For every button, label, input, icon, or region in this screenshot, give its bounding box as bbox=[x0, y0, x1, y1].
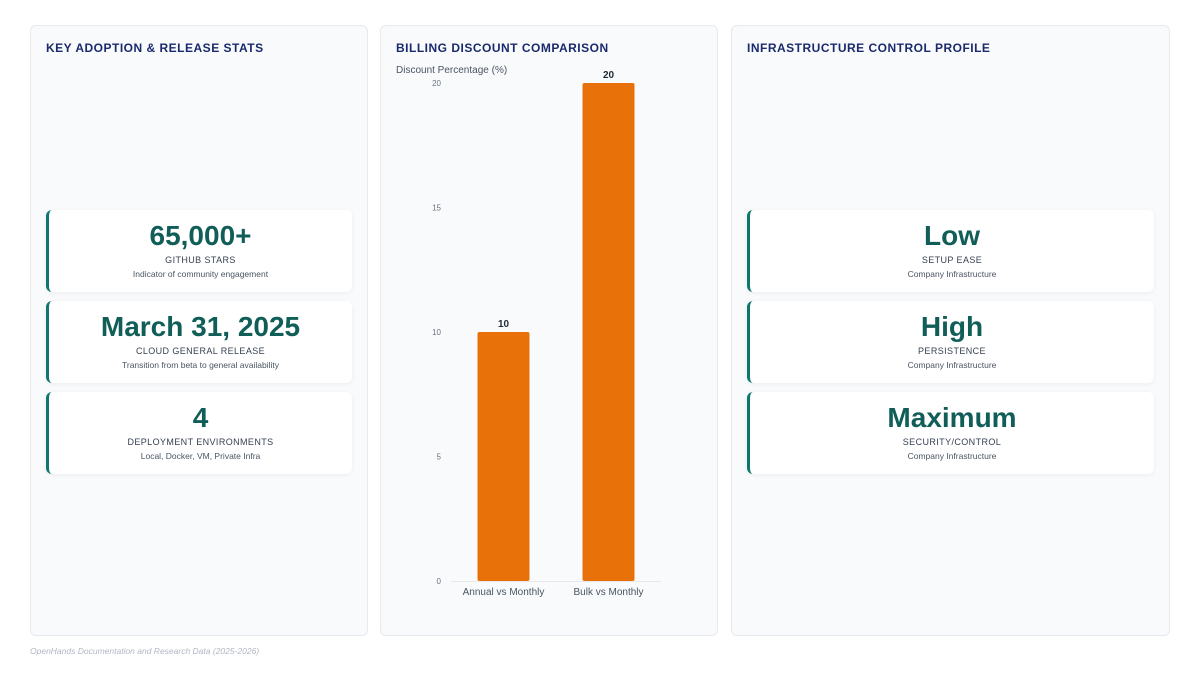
profile-label: SECURITY/CONTROL bbox=[902, 437, 1002, 447]
x-tick-label: Bulk vs Monthly bbox=[573, 587, 643, 598]
bar-data-label: 10 bbox=[498, 319, 510, 330]
bar bbox=[582, 83, 635, 581]
profile-cards: Low SETUP EASE Company Infrastructure Hi… bbox=[747, 210, 1154, 483]
adoption-stats-panel: KEY ADOPTION & RELEASE STATS 65,000+ GIT… bbox=[30, 25, 368, 636]
x-tick-label: Annual vs Monthly bbox=[463, 587, 545, 598]
panel-title: BILLING DISCOUNT COMPARISON bbox=[396, 41, 609, 55]
stat-card: 4 DEPLOYMENT ENVIRONMENTS Local, Docker,… bbox=[46, 392, 352, 474]
bar bbox=[477, 332, 530, 581]
profile-description: Company Infrastructure bbox=[907, 360, 997, 370]
stat-description: Local, Docker, VM, Private Infra bbox=[140, 451, 261, 461]
profile-value: Maximum bbox=[887, 402, 1017, 433]
profile-description: Company Infrastructure bbox=[907, 269, 997, 279]
bar-data-label: 20 bbox=[603, 70, 615, 81]
y-tick-label: 5 bbox=[437, 453, 442, 462]
stat-label: CLOUD GENERAL RELEASE bbox=[135, 346, 266, 356]
y-tick-label: 0 bbox=[437, 577, 442, 586]
panel-title: INFRASTRUCTURE CONTROL PROFILE bbox=[747, 41, 991, 55]
stat-value: 4 bbox=[192, 402, 209, 433]
stat-value: March 31, 2025 bbox=[100, 311, 301, 342]
infrastructure-profile-panel: INFRASTRUCTURE CONTROL PROFILE Low SETUP… bbox=[731, 25, 1170, 636]
stat-cards: 65,000+ GITHUB STARS Indicator of commun… bbox=[46, 210, 352, 483]
panel-title: KEY ADOPTION & RELEASE STATS bbox=[46, 41, 264, 55]
y-tick-label: 10 bbox=[432, 328, 441, 337]
y-tick-label: 15 bbox=[432, 204, 441, 213]
profile-value: Low bbox=[924, 220, 980, 251]
billing-discount-panel: BILLING DISCOUNT COMPARISON Discount Per… bbox=[380, 25, 718, 636]
profile-value: High bbox=[920, 311, 984, 342]
profile-description: Company Infrastructure bbox=[907, 451, 997, 461]
y-axis-label: Discount Percentage (%) bbox=[396, 65, 507, 76]
stat-label: GITHUB STARS bbox=[165, 255, 236, 265]
profile-card: Low SETUP EASE Company Infrastructure bbox=[747, 210, 1154, 292]
y-tick-label: 20 bbox=[432, 79, 441, 88]
stat-description: Transition from beta to general availabi… bbox=[121, 360, 279, 370]
stat-description: Indicator of community engagement bbox=[132, 269, 269, 279]
profile-card: High PERSISTENCE Company Infrastructure bbox=[747, 301, 1154, 383]
discount-bar-chart: Discount Percentage (%) 0 5 10 15 20 10 Annual … bbox=[396, 65, 661, 598]
stat-card: March 31, 2025 CLOUD GENERAL RELEASE Tra… bbox=[46, 301, 352, 383]
profile-card: Maximum SECURITY/CONTROL Company Infrast… bbox=[747, 392, 1154, 474]
profile-label: SETUP EASE bbox=[921, 255, 983, 265]
stat-value: 65,000+ bbox=[149, 220, 252, 251]
stat-label: DEPLOYMENT ENVIRONMENTS bbox=[127, 437, 274, 447]
profile-label: PERSISTENCE bbox=[918, 346, 986, 356]
stat-card: 65,000+ GITHUB STARS Indicator of commun… bbox=[46, 210, 352, 292]
source-footer: OpenHands Documentation and Research Dat… bbox=[30, 646, 260, 656]
